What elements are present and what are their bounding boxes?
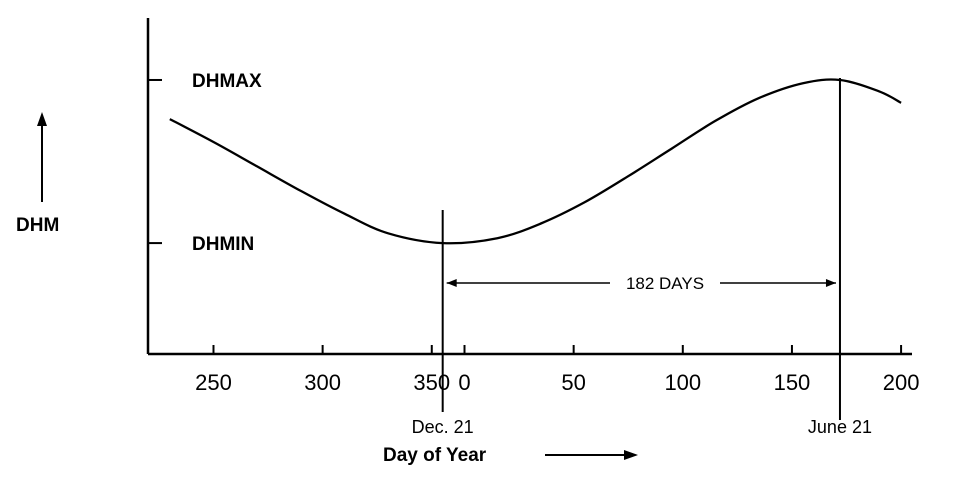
x-tick-label: 150 (774, 370, 811, 395)
x-tick-label: 350 (413, 370, 450, 395)
annotation-right-arrowhead (825, 279, 836, 287)
x-tick-label: 0 (458, 370, 470, 395)
x-tick-label: 100 (664, 370, 701, 395)
x-ticks: 250 300 350 0 50 100 150 200 (195, 345, 919, 395)
y-axis-title: DHM (16, 215, 59, 236)
series-group (169, 78, 902, 245)
axes: DHM Day of Year (16, 18, 912, 466)
series-line (169, 78, 902, 245)
x-tick-label: 300 (304, 370, 341, 395)
annotation-label: 182 DAYS (626, 274, 704, 293)
y-level-label: DHMAX (192, 71, 262, 92)
annotations: 182 DAYS (446, 274, 836, 293)
y-levels: DHMAX DHMIN (148, 71, 262, 255)
x-tick-label: 200 (883, 370, 920, 395)
x-axis-title: Day of Year (383, 445, 487, 466)
markers: Dec. 21 June 21 (412, 78, 872, 437)
x-axis-arrow-head (624, 450, 638, 460)
x-tick-label: 250 (195, 370, 232, 395)
y-axis-arrow-head (37, 112, 47, 126)
marker-label: Dec. 21 (412, 417, 474, 437)
marker-label: June 21 (808, 417, 872, 437)
y-level-label: DHMIN (192, 234, 254, 255)
x-tick-label: 50 (561, 370, 585, 395)
annotation-left-arrowhead (446, 279, 457, 287)
